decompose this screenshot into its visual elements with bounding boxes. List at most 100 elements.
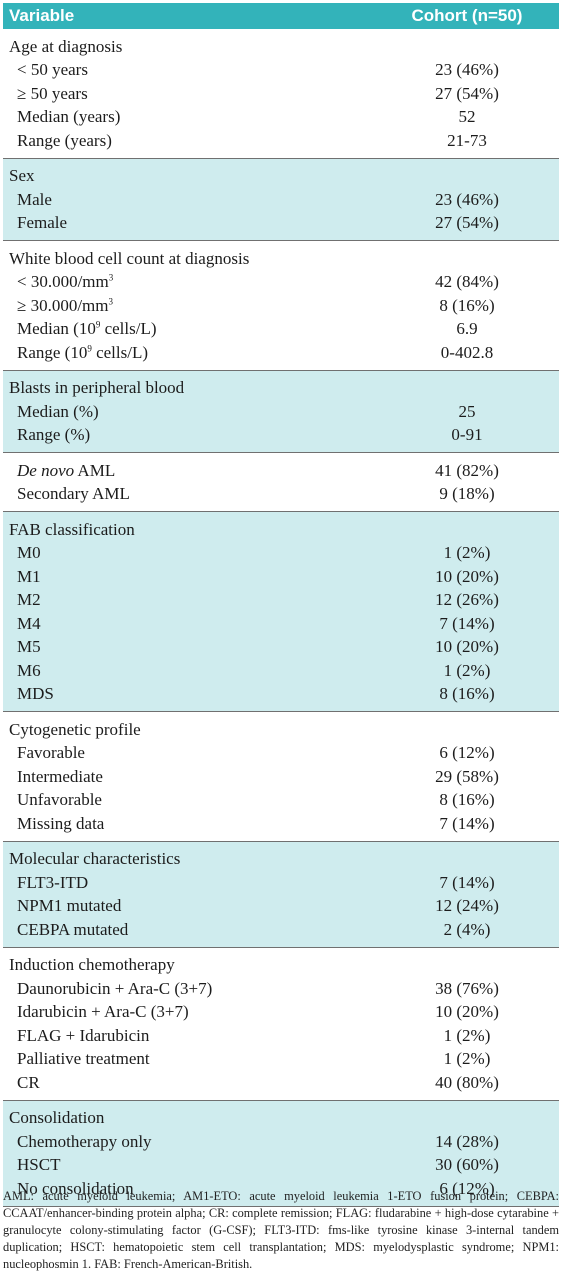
table-row: < 50 years 23 (46%): [3, 59, 559, 83]
table-row: Induction chemotherapy: [3, 954, 559, 978]
table-group: Age at diagnosis < 50 years 23 (46%) ≥ 50 y…: [3, 29, 559, 159]
row-label-text: < 30.000/mm: [17, 272, 109, 292]
row-label-text: Female: [17, 213, 68, 233]
table-row: No consolidation 6 (12%): [3, 1177, 559, 1201]
table-row: HSCT 30 (60%): [3, 1154, 559, 1178]
row-label-suffix: cells/L): [91, 342, 149, 362]
table-group: Sex Male 23 (46%) Female 27 (54%): [3, 158, 559, 241]
row-label-text: ≥ 30.000/mm: [17, 295, 109, 315]
row-label-text: M1: [17, 566, 41, 586]
table-row: Palliative treatment 1 (2%): [3, 1048, 559, 1072]
row-label-superscript: 9: [87, 343, 92, 354]
row-label: ≥ 30.000/mm3: [3, 296, 375, 316]
table-row: De novo AML 41 (82%): [3, 459, 559, 483]
row-value: 29 (58%): [435, 766, 499, 786]
row-label-text: Age at diagnosis: [9, 36, 123, 56]
row-label: Induction chemotherapy: [3, 955, 375, 975]
row-label: Male: [3, 190, 375, 210]
row-label-text: FLT3-ITD: [17, 872, 89, 892]
row-label-text: M4: [17, 613, 41, 633]
row-label: FLT3-ITD: [3, 873, 375, 893]
row-value: 0-402.8: [440, 342, 494, 362]
row-value: 7 (14%): [439, 872, 495, 892]
row-label-text: Median (years): [17, 107, 121, 127]
table-row: M0 1 (2%): [3, 542, 559, 566]
row-label-text: Median (%): [17, 401, 99, 421]
table-row: M2 12 (26%): [3, 589, 559, 613]
row-label-superscript: 9: [95, 319, 101, 330]
row-label-text: Secondary AML: [17, 484, 130, 504]
row-label-text: CEBPA mutated: [17, 919, 129, 939]
row-label-text: White blood cell count at diagnosis: [9, 248, 250, 268]
row-label: Median (109 cells/L): [3, 319, 375, 339]
table-group: FAB classification M0 1 (2%) M1 10 (20%) M2 12…: [3, 512, 559, 712]
table-row: Range (%) 0-91: [3, 424, 559, 448]
row-label-text: M6: [17, 660, 41, 680]
row-value: 1 (2%): [443, 1025, 491, 1045]
row-value: 1 (2%): [443, 660, 491, 680]
row-label: CR: [3, 1073, 375, 1093]
table-row: ≥ 30.000/mm3 8 (16%): [3, 294, 559, 318]
row-label-text: Consolidation: [9, 1108, 105, 1128]
row-label: Idarubicin + Ara-C (3+7): [3, 1002, 375, 1022]
row-label: MDS: [3, 684, 375, 704]
row-label-text: Sex: [9, 166, 35, 186]
row-label-text: M5: [17, 637, 41, 657]
row-label: Range (years): [3, 131, 375, 151]
row-label-text: De novo: [17, 460, 75, 480]
row-label-text: Range (%): [17, 425, 91, 445]
row-value: 8 (16%): [439, 684, 495, 704]
table-row: CR 40 (80%): [3, 1071, 559, 1095]
row-value: 52: [458, 107, 476, 127]
row-value: 27 (54%): [435, 83, 499, 103]
row-value: 21-73: [447, 130, 487, 150]
row-label-text: NPM1 mutated: [17, 896, 122, 916]
table-row: Age at diagnosis: [3, 35, 559, 59]
table-row: Sex: [3, 165, 559, 189]
table-row: M5 10 (20%): [3, 636, 559, 660]
row-label-text: ≥ 50 years: [17, 83, 88, 103]
table-row: M4 7 (14%): [3, 612, 559, 636]
row-value: 7 (14%): [439, 613, 495, 633]
row-value: 38 (76%): [435, 978, 499, 998]
row-label: Blasts in peripheral blood: [3, 378, 375, 398]
table-footnote: AML: acute myeloid leukemia; AM1-ETO: ac…: [3, 1189, 559, 1271]
row-label: < 30.000/mm3: [3, 272, 375, 292]
row-value: 25: [458, 401, 476, 421]
row-label-text: Daunorubicin + Ara-C (3+7): [17, 978, 213, 998]
row-label-text: Chemotherapy only: [17, 1131, 152, 1151]
row-label-text: Palliative treatment: [17, 1049, 150, 1069]
row-label: ≥ 50 years: [3, 84, 375, 104]
table-group: Consolidation Chemotherapy only 14 (28%) HS…: [3, 1100, 559, 1207]
row-label-text: M2: [17, 590, 41, 610]
row-label-text: Male: [17, 189, 52, 209]
table-row: Idarubicin + Ara-C (3+7) 10 (20%): [3, 1001, 559, 1025]
header-cohort: Cohort (n=50): [411, 6, 523, 25]
row-label: M4: [3, 614, 375, 634]
table-row: Missing data 7 (14%): [3, 812, 559, 836]
row-value: 14 (28%): [435, 1131, 499, 1151]
row-value: 10 (20%): [435, 1002, 499, 1022]
row-value: 7 (14%): [439, 813, 495, 833]
table-row: Daunorubicin + Ara-C (3+7) 38 (76%): [3, 977, 559, 1001]
row-value: 8 (16%): [439, 790, 495, 810]
table-row: Favorable 6 (12%): [3, 742, 559, 766]
table-row: M6 1 (2%): [3, 659, 559, 683]
row-label: Chemotherapy only: [3, 1132, 375, 1152]
row-value: 23 (46%): [435, 60, 499, 80]
table-row: FLAG + Idarubicin 1 (2%): [3, 1024, 559, 1048]
row-label-text: HSCT: [17, 1155, 61, 1175]
table-row: Secondary AML 9 (18%): [3, 483, 559, 507]
row-label: Molecular characteristics: [3, 849, 375, 869]
table-row: Male 23 (46%): [3, 188, 559, 212]
row-label: Median (%): [3, 402, 375, 422]
table-header: Variable Cohort (n=50): [3, 3, 559, 29]
row-label-text: Range (years): [17, 130, 112, 150]
row-label-text: < 50 years: [17, 60, 88, 80]
table-body: Age at diagnosis < 50 years 23 (46%) ≥ 50 y…: [3, 29, 559, 1207]
row-label-suffix: AML: [74, 460, 116, 480]
table-row: Range (109 cells/L) 0-402.8: [3, 341, 559, 365]
row-value: 42 (84%): [435, 272, 499, 292]
row-label: Female: [3, 213, 375, 233]
table-row: Unfavorable 8 (16%): [3, 789, 559, 813]
